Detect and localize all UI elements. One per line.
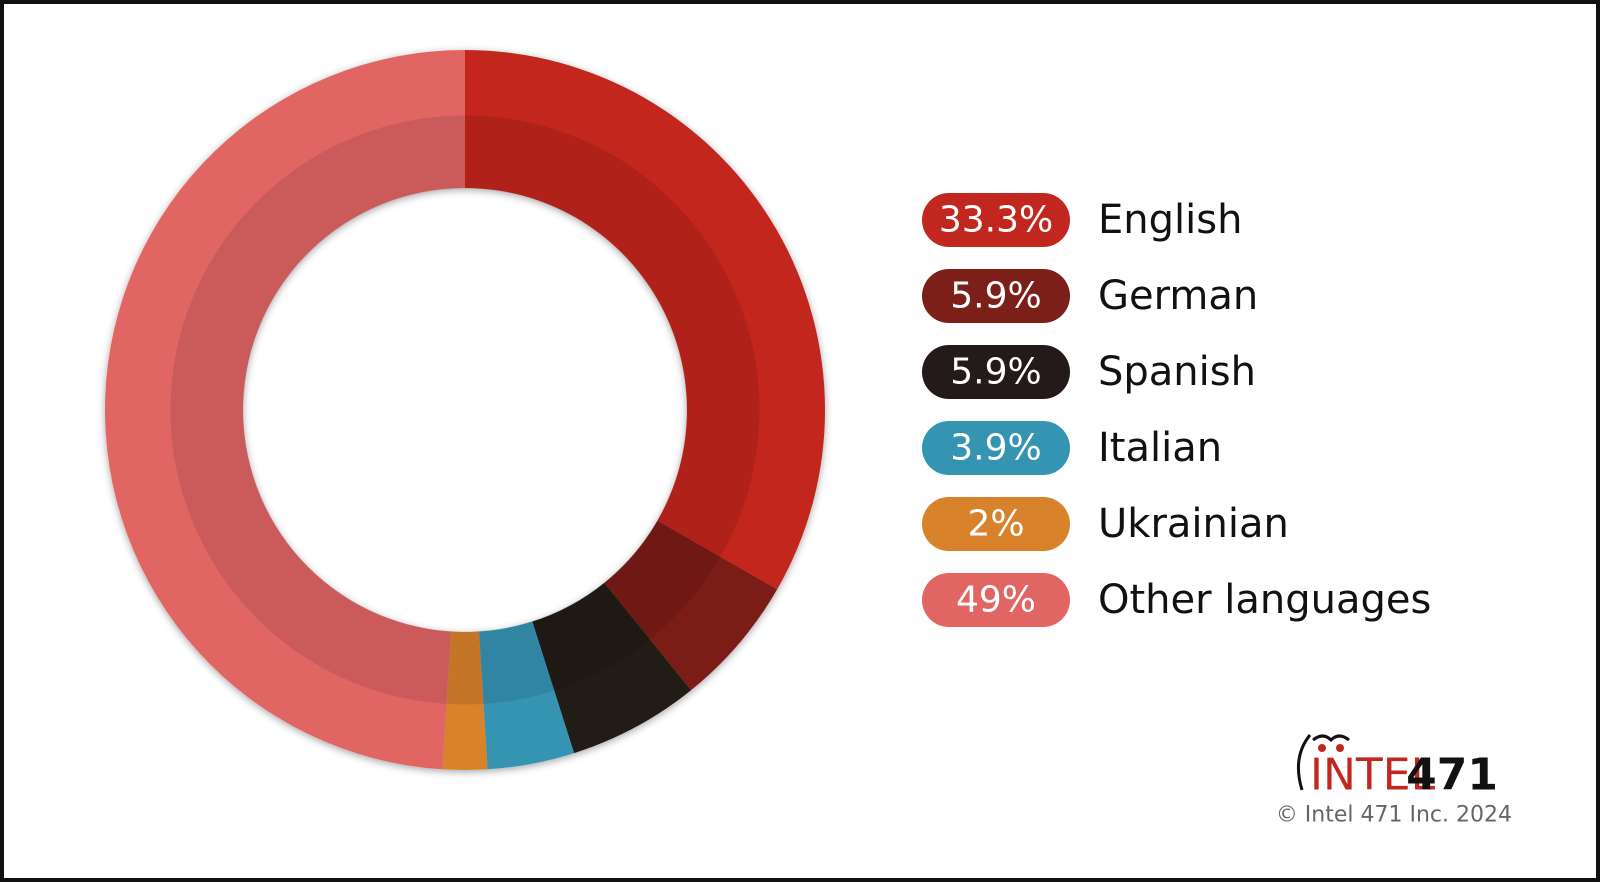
legend-pill: [922, 497, 1070, 551]
logo-owl: [1296, 734, 1350, 791]
slice: [478, 621, 575, 770]
legend-label: Spanish: [1098, 349, 1256, 395]
legend-label: Italian: [1098, 425, 1222, 471]
logo-eye: [1336, 744, 1344, 752]
logo-eye: [1318, 744, 1326, 752]
slice: [465, 50, 825, 590]
legend-pill: [922, 193, 1070, 247]
legend-pill: [922, 345, 1070, 399]
value-label: 5.9%: [950, 276, 1041, 317]
legend-label: German: [1098, 273, 1258, 319]
slice: [104, 50, 466, 770]
legend-pill: [922, 421, 1070, 475]
legend-label: English: [1098, 197, 1242, 243]
slice: [532, 582, 691, 754]
legend-pill: [922, 573, 1070, 627]
value-label: 49%: [956, 580, 1036, 621]
legend: 33.3% English 5.9% German 5.9% Spanish 3.9% Ita…: [922, 193, 1431, 627]
legend-label: Other languages: [1098, 577, 1431, 623]
legend-pill: [922, 269, 1070, 323]
copyright: © Intel 471 Inc. 2024: [1276, 803, 1512, 828]
slice: [442, 631, 488, 770]
slice: [604, 520, 778, 691]
value-label: 3.9%: [950, 428, 1041, 469]
value-label: 33.3%: [939, 200, 1053, 241]
brand-number: 471: [1406, 750, 1498, 801]
value-label: 5.9%: [950, 352, 1041, 393]
brand-name: INTEL: [1310, 750, 1436, 801]
logo: INTEL 471 © Intel 471 Inc. 2024: [1276, 734, 1512, 828]
value-label: 2%: [967, 504, 1024, 545]
inner-band: [170, 115, 760, 705]
legend-label: Ukrainian: [1098, 501, 1289, 547]
donut: [104, 50, 825, 770]
